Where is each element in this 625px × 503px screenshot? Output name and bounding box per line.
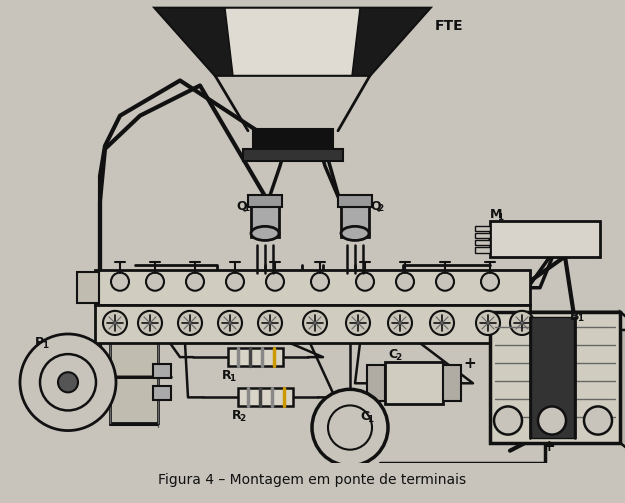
Circle shape <box>103 311 127 335</box>
Circle shape <box>266 273 284 291</box>
Circle shape <box>40 354 96 410</box>
Bar <box>95 305 530 343</box>
Bar <box>443 365 461 401</box>
Circle shape <box>388 311 412 335</box>
Circle shape <box>258 311 282 335</box>
Polygon shape <box>352 8 430 75</box>
Bar <box>248 195 282 207</box>
Text: 2: 2 <box>377 204 383 213</box>
Circle shape <box>430 311 454 335</box>
Bar <box>95 270 530 305</box>
Bar <box>385 362 443 404</box>
Circle shape <box>58 372 78 392</box>
Bar <box>243 149 343 161</box>
Polygon shape <box>490 312 625 330</box>
Circle shape <box>356 273 374 291</box>
Bar <box>238 388 293 406</box>
Bar <box>110 342 158 423</box>
Text: 1: 1 <box>42 341 48 350</box>
Text: FTE: FTE <box>435 19 464 33</box>
Text: +: + <box>463 356 476 371</box>
Bar <box>338 195 372 207</box>
Text: 1: 1 <box>577 314 583 323</box>
Text: C: C <box>360 410 369 424</box>
Polygon shape <box>225 8 360 75</box>
Bar <box>367 365 385 401</box>
Text: 1: 1 <box>229 374 235 383</box>
Bar <box>153 364 171 378</box>
Text: 2: 2 <box>395 353 401 362</box>
Bar <box>475 240 490 245</box>
Text: Q: Q <box>236 199 247 212</box>
Circle shape <box>584 406 612 435</box>
Bar <box>153 386 171 400</box>
Bar <box>531 317 574 438</box>
Text: +: + <box>542 439 555 454</box>
Circle shape <box>111 273 129 291</box>
Bar <box>341 205 369 237</box>
Bar <box>475 226 490 231</box>
Text: Figura 4 – Montagem em ponte de terminais: Figura 4 – Montagem em ponte de terminai… <box>159 473 466 487</box>
Text: C: C <box>388 348 397 361</box>
Bar <box>77 272 99 303</box>
Bar <box>253 129 333 149</box>
Bar <box>490 221 600 257</box>
Circle shape <box>436 273 454 291</box>
Circle shape <box>226 273 244 291</box>
Text: 1: 1 <box>242 204 249 213</box>
Circle shape <box>476 311 500 335</box>
Bar <box>475 233 490 238</box>
Ellipse shape <box>341 226 369 240</box>
Circle shape <box>494 406 522 435</box>
Text: R: R <box>232 409 242 423</box>
Circle shape <box>311 273 329 291</box>
Circle shape <box>396 273 414 291</box>
Circle shape <box>303 311 327 335</box>
Circle shape <box>312 389 388 466</box>
Polygon shape <box>620 312 625 461</box>
Circle shape <box>178 311 202 335</box>
Circle shape <box>510 311 534 335</box>
Bar <box>251 205 279 237</box>
Text: P: P <box>35 336 44 349</box>
Text: 1: 1 <box>497 213 503 222</box>
Circle shape <box>328 405 372 450</box>
Circle shape <box>481 273 499 291</box>
Text: 1: 1 <box>367 415 373 424</box>
Text: Q: Q <box>370 199 381 212</box>
Text: B: B <box>570 310 579 323</box>
Bar <box>475 247 490 253</box>
Bar <box>228 348 283 366</box>
Circle shape <box>138 311 162 335</box>
Ellipse shape <box>251 226 279 240</box>
Bar <box>490 312 620 443</box>
Polygon shape <box>155 8 430 75</box>
Circle shape <box>186 273 204 291</box>
Text: R: R <box>222 369 232 382</box>
Circle shape <box>538 406 566 435</box>
Circle shape <box>20 334 116 431</box>
Circle shape <box>346 311 370 335</box>
Circle shape <box>146 273 164 291</box>
Circle shape <box>218 311 242 335</box>
Text: 2: 2 <box>239 414 245 423</box>
Polygon shape <box>155 8 233 75</box>
Text: M: M <box>490 208 502 221</box>
